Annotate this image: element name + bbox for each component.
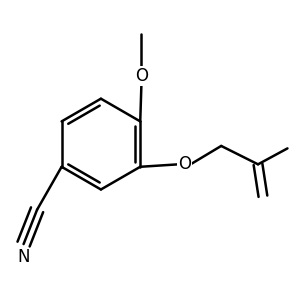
Text: N: N [17,249,30,266]
Text: O: O [135,67,148,85]
Text: O: O [178,155,191,173]
